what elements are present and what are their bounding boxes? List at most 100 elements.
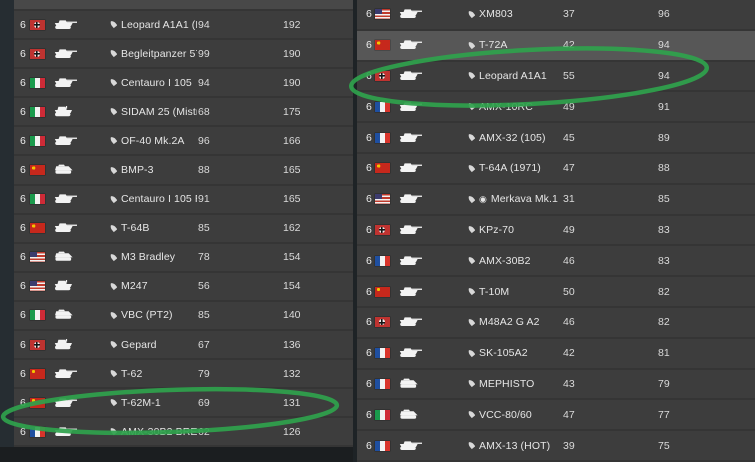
vehicle-row[interactable]: 6 Leopard A1A1 (L/44) 94 192	[14, 11, 353, 41]
vehicle-silhouette-icon	[51, 77, 77, 89]
vehicle-silhouette-icon	[396, 101, 422, 113]
vehicle-row[interactable]: 6 T-64A (1971) 47 88	[357, 153, 755, 185]
shell-icon	[110, 166, 117, 174]
vehicle-row[interactable]: 6 XM803 37 96	[357, 0, 755, 31]
tier-label: 6	[20, 309, 26, 322]
tier-label: 6	[366, 193, 372, 206]
stat-value-2: 126	[283, 425, 301, 438]
vehicle-row[interactable]: 6 AMX-30B2 46 83	[357, 246, 755, 278]
stat-value-1: 55	[563, 69, 575, 82]
stat-value-2: 81	[658, 347, 670, 360]
vehicle-name: T-72A	[479, 39, 508, 52]
stat-value-2: 88	[658, 162, 670, 175]
vehicle-silhouette-icon	[51, 309, 77, 321]
tier-label: 6	[20, 222, 26, 235]
vehicle-name: Leopard A1A1 (L/44)	[121, 18, 197, 31]
vehicle-row[interactable]: 6 BMP-3 88 165	[14, 156, 353, 186]
vehicle-row[interactable]: 6 VBC (PT2) 85 140	[14, 301, 353, 332]
vehicle-row[interactable]: 6 Leopard A1A1 55 94	[357, 61, 755, 93]
shell-icon	[110, 195, 117, 203]
stat-value-2: 190	[283, 76, 301, 89]
stat-value-1: 56	[198, 280, 210, 293]
stat-value-1: 69	[198, 396, 210, 409]
shell-icon	[110, 282, 117, 291]
stat-value-2: 190	[283, 47, 301, 60]
germany-flag-icon	[375, 224, 390, 235]
stat-value-1: 42	[563, 347, 575, 360]
shell-icon	[110, 253, 117, 261]
vehicle-row[interactable]: 6 KPz-70 49 83	[357, 215, 755, 247]
shell-icon	[468, 195, 475, 203]
shell-icon	[468, 103, 475, 111]
vehicle-row[interactable]: 6 VCC-80/60 47 77	[357, 400, 755, 432]
vehicle-row[interactable]: 6 SIDAM 25 (Mistral) 68 175	[14, 98, 353, 128]
vehicle-row[interactable]: 6 T-64B 85 162	[14, 214, 353, 244]
tier-label: 6	[20, 367, 26, 380]
vehicle-row[interactable]: 6 ◉ Merkava Mk.1 31 85	[357, 184, 755, 216]
right-table-rows: 6 XM803 37 96 6	[357, 0, 755, 462]
france-flag-icon	[375, 255, 390, 266]
vehicle-row[interactable]: 6 AMX-30B2 BRENUS 62 126	[14, 418, 353, 448]
vehicle-row[interactable]: 6 Centauro I 105 R 91 165	[14, 185, 353, 215]
vehicle-name: AMX-30B2	[479, 254, 531, 267]
usa-flag-icon	[30, 281, 45, 292]
usa-flag-icon	[375, 194, 390, 205]
vehicle-silhouette-icon	[396, 347, 422, 359]
vehicle-row[interactable]: 6 MEPHISTO 43 79	[357, 369, 755, 401]
france-flag-icon	[375, 348, 390, 359]
stat-value-1: 79	[198, 367, 210, 380]
vehicle-silhouette-icon	[396, 70, 422, 82]
stat-value-1: 50	[563, 285, 575, 298]
vehicle-row[interactable]: 6 OF-40 Mk.2A 96 166	[14, 127, 353, 157]
ussr-flag-icon	[375, 40, 390, 51]
ussr-flag-icon	[30, 223, 45, 234]
vehicle-row[interactable]: 6 M247 56 154	[14, 272, 353, 302]
vehicle-row[interactable]: 6 Centauro I 105 94 190	[14, 69, 353, 99]
stat-value-1: 39	[563, 439, 575, 452]
shell-icon	[110, 399, 117, 407]
vehicle-silhouette-icon	[51, 222, 77, 234]
vehicle-row[interactable]: 6 SK-105A2 42 81	[357, 338, 755, 370]
tier-label: 6	[366, 8, 372, 21]
stat-value-1: 94	[198, 18, 210, 31]
italy-flag-icon	[30, 194, 45, 205]
vehicle-row[interactable]: 6 T-10M 50 82	[357, 277, 755, 308]
stat-value-2: 175	[283, 105, 301, 118]
vehicle-name: SK-105A2	[479, 347, 528, 360]
vehicle-silhouette-icon	[396, 8, 422, 20]
vehicle-silhouette-icon	[51, 397, 77, 409]
vehicle-row[interactable]: 6 AMX-32 (105) 45 89	[357, 123, 755, 154]
vehicle-name: Centauro I 105 R	[121, 193, 197, 206]
vehicle-name: VBC (PT2)	[121, 309, 173, 322]
vehicle-row[interactable]: 6 T-62 79 132	[14, 360, 353, 390]
vehicle-row[interactable]: 6 T-62M-1 69 131	[14, 389, 353, 419]
vehicle-row[interactable]: 6 Gepard 67 136	[14, 331, 353, 361]
vehicle-row[interactable]: 6 AMX-10RC 49 91	[357, 92, 755, 124]
vehicle-row[interactable]: 6 Begleitpanzer 57 99 190	[14, 40, 353, 70]
stat-value-2: 166	[283, 134, 301, 147]
vehicle-name: T-62	[121, 367, 143, 380]
vehicle-silhouette-icon	[51, 339, 77, 351]
italy-flag-icon	[30, 310, 45, 321]
italy-flag-icon	[30, 77, 45, 88]
tier-label: 6	[20, 425, 26, 438]
tier-label: 6	[366, 254, 372, 267]
vehicle-row[interactable]: 6 AMX-13 (HOT) 39 75	[357, 431, 755, 462]
shell-icon	[110, 428, 117, 436]
stat-value-2: 82	[658, 285, 670, 298]
vehicle-silhouette-icon	[396, 378, 422, 390]
vehicle-row[interactable]: 6 M3 Bradley 78 154	[14, 243, 353, 273]
vehicle-name: T-62M-1	[121, 396, 161, 409]
vehicle-silhouette-icon	[51, 19, 77, 31]
germany-flag-icon	[375, 317, 390, 328]
ussr-flag-icon	[30, 368, 45, 379]
vehicle-silhouette-icon	[51, 368, 77, 380]
stat-value-2: 94	[658, 69, 670, 82]
vehicle-row[interactable]: 6 T-72A 42 94	[357, 30, 755, 62]
vehicle-row[interactable]: 6 M48A2 G A2 46 82	[357, 307, 755, 339]
stat-value-1: 45	[563, 131, 575, 144]
vehicle-silhouette-icon	[396, 39, 422, 51]
germany-flag-icon	[30, 48, 45, 59]
vehicle-name: Merkava Mk.1	[490, 193, 558, 206]
